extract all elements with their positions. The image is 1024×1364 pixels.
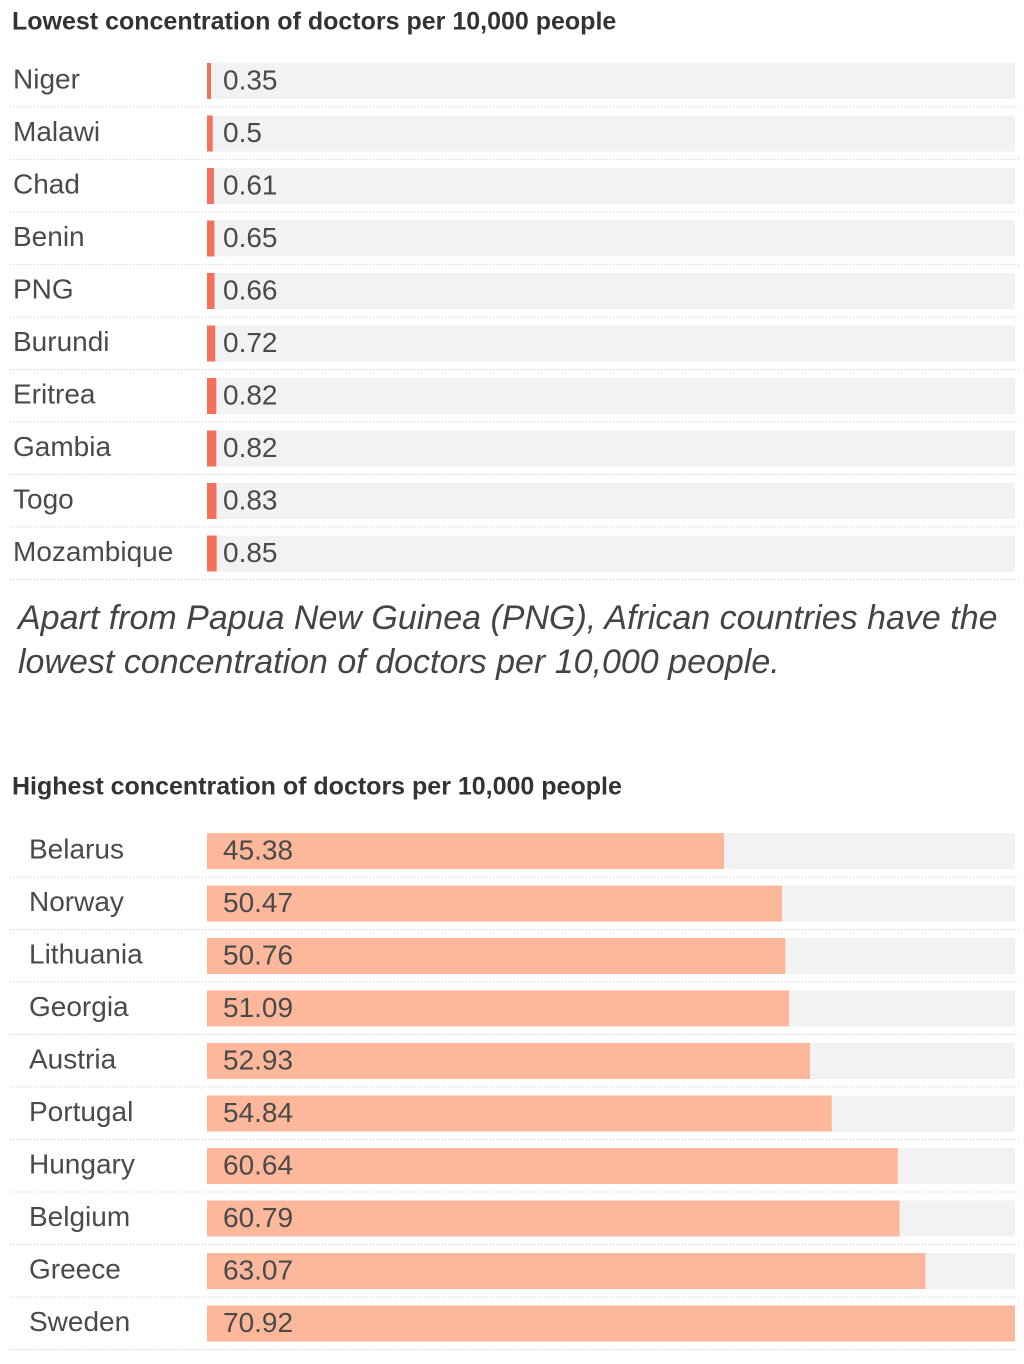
value-label: 51.09 bbox=[223, 992, 293, 1023]
bar bbox=[207, 885, 783, 922]
value-label: 45.38 bbox=[223, 834, 293, 865]
bar bbox=[207, 115, 213, 152]
category-label: Belarus bbox=[29, 833, 124, 864]
value-label: 50.76 bbox=[223, 939, 293, 970]
track bbox=[207, 168, 1015, 204]
value-label: 50.47 bbox=[223, 887, 293, 918]
bar bbox=[207, 1095, 832, 1132]
value-label: 60.79 bbox=[223, 1202, 293, 1233]
bar bbox=[207, 483, 217, 519]
bar bbox=[207, 938, 786, 974]
value-label: 0.35 bbox=[223, 64, 278, 95]
category-label: Greece bbox=[29, 1253, 121, 1284]
category-label: Sweden bbox=[29, 1306, 130, 1337]
value-label: 54.84 bbox=[223, 1097, 293, 1128]
value-label: 0.61 bbox=[223, 169, 278, 200]
category-label: Chad bbox=[13, 168, 80, 199]
value-label: 63.07 bbox=[223, 1254, 293, 1285]
category-label: Togo bbox=[13, 483, 74, 514]
track bbox=[207, 483, 1015, 519]
bar bbox=[207, 535, 217, 572]
category-label: Austria bbox=[29, 1043, 117, 1074]
track bbox=[207, 273, 1015, 309]
bar bbox=[207, 220, 215, 257]
value-label: 0.66 bbox=[223, 274, 278, 305]
category-label: Malawi bbox=[13, 116, 100, 147]
bar bbox=[207, 1305, 1015, 1342]
bar bbox=[207, 273, 215, 309]
bar bbox=[207, 1200, 900, 1237]
track bbox=[207, 535, 1015, 572]
bar bbox=[207, 63, 211, 99]
chart-title: Highest concentration of doctors per 10,… bbox=[12, 773, 622, 801]
value-label: 60.64 bbox=[223, 1149, 293, 1180]
value-label: 0.83 bbox=[223, 484, 278, 515]
value-label: 0.5 bbox=[223, 117, 262, 148]
bar bbox=[207, 430, 217, 467]
category-label: Lithuania bbox=[29, 938, 143, 969]
bar bbox=[207, 325, 216, 362]
value-label: 70.92 bbox=[223, 1307, 293, 1338]
track bbox=[207, 115, 1015, 152]
category-label: Belgium bbox=[29, 1201, 130, 1232]
value-label: 0.65 bbox=[223, 222, 278, 253]
caption: Apart from Papua New Guinea (PNG), Afric… bbox=[18, 599, 998, 681]
bar bbox=[207, 1253, 926, 1289]
category-label: Mozambique bbox=[13, 536, 173, 567]
track bbox=[207, 325, 1015, 362]
category-label: Niger bbox=[13, 63, 80, 94]
value-label: 0.82 bbox=[223, 379, 278, 410]
bar bbox=[207, 168, 214, 204]
track bbox=[207, 220, 1015, 257]
track bbox=[207, 63, 1015, 99]
category-label: Norway bbox=[29, 886, 124, 917]
category-label: Georgia bbox=[29, 991, 129, 1022]
category-label: Eritrea bbox=[13, 378, 96, 409]
value-label: 0.85 bbox=[223, 537, 278, 568]
category-label: Hungary bbox=[29, 1148, 135, 1179]
category-label: Portugal bbox=[29, 1096, 133, 1127]
track bbox=[207, 430, 1015, 467]
bar bbox=[207, 1043, 811, 1079]
value-label: 0.82 bbox=[223, 432, 278, 463]
category-label: PNG bbox=[13, 273, 74, 304]
value-label: 52.93 bbox=[223, 1044, 293, 1075]
chart-title: Lowest concentration of doctors per 10,0… bbox=[12, 8, 616, 36]
bar bbox=[207, 1148, 898, 1184]
bar bbox=[207, 378, 217, 414]
bar bbox=[207, 990, 790, 1027]
bar bbox=[207, 833, 725, 869]
value-label: 0.72 bbox=[223, 327, 278, 358]
category-label: Benin bbox=[13, 221, 85, 252]
track bbox=[207, 378, 1015, 414]
category-label: Burundi bbox=[13, 326, 110, 357]
category-label: Gambia bbox=[13, 431, 111, 462]
